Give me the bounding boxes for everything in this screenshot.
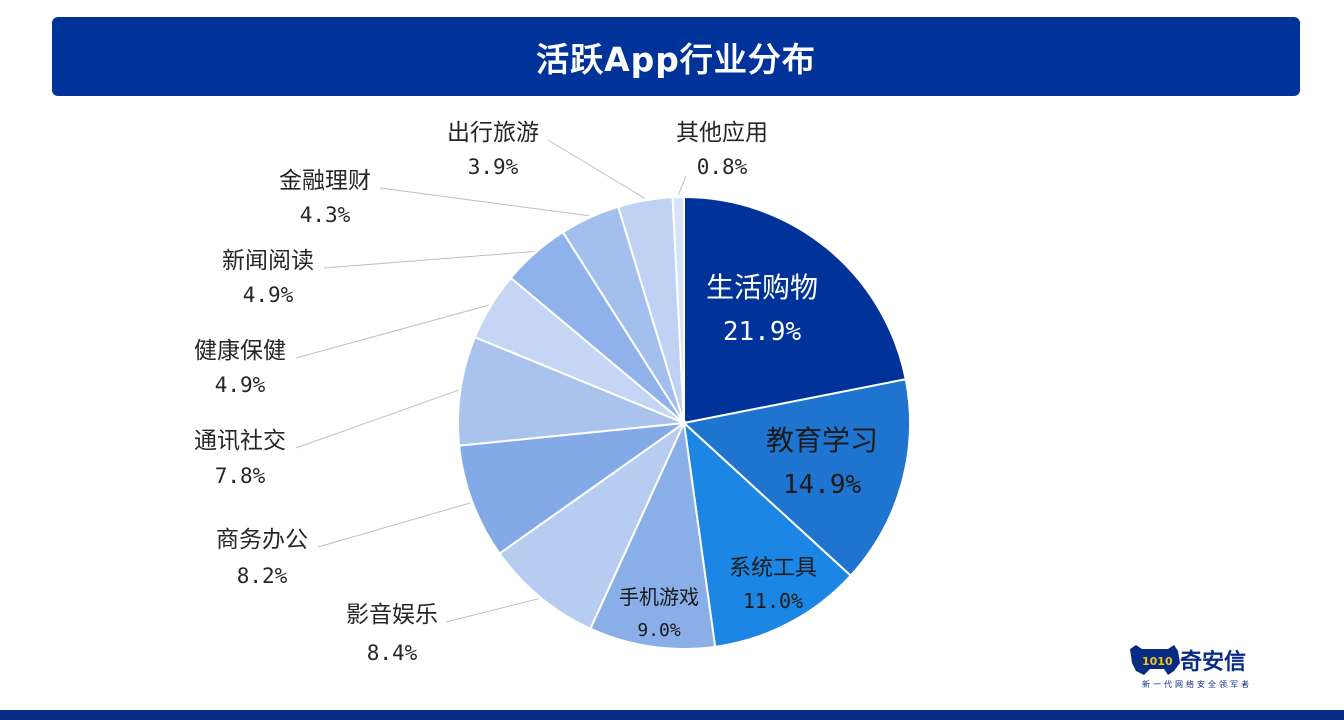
- pie-slice-6: [458, 421, 688, 555]
- leader-line-8: [295, 304, 490, 359]
- footer-bar: [0, 710, 1344, 720]
- pie-slice-1: [683, 195, 907, 425]
- slice-label-11: 出行旅游: [447, 120, 539, 146]
- slice-value-2: 14.9%: [783, 470, 862, 500]
- slice-value-1: 21.9%: [723, 317, 802, 347]
- slice-label-7: 通讯社交: [194, 428, 286, 454]
- slice-label-12: 其他应用: [676, 120, 768, 146]
- slice-value-8: 4.9%: [215, 373, 266, 397]
- logo-mark-text: 1010: [1142, 655, 1173, 668]
- slice-value-7: 7.8%: [215, 464, 266, 488]
- pie-slice-4: [589, 419, 717, 650]
- slice-value-6: 8.2%: [237, 564, 288, 588]
- leader-line-10: [379, 187, 589, 217]
- slice-label-2: 教育学习: [766, 424, 878, 457]
- slice-label-8: 健康保健: [194, 338, 286, 364]
- logo-slogan: 新一代网络安全领军者: [1142, 680, 1252, 689]
- slice-label-4: 手机游戏: [619, 585, 699, 609]
- leader-line-9: [323, 251, 534, 269]
- slice-value-4: 9.0%: [637, 620, 681, 641]
- slice-label-3: 系统工具: [729, 556, 817, 581]
- chart-title: 活跃App行业分布: [536, 39, 816, 79]
- qianxin-logo: 1010 奇安信 新一代网络安全领军者: [1128, 641, 1288, 691]
- tiger-logo-icon: 1010: [1130, 645, 1180, 675]
- pie-slice-2: [681, 378, 911, 578]
- pie-slice-3: [682, 420, 853, 648]
- slice-value-9: 4.9%: [243, 283, 294, 307]
- leader-line-7: [295, 389, 459, 449]
- leader-line-5: [445, 598, 539, 623]
- slice-label-9: 新闻阅读: [222, 248, 314, 274]
- slice-label-5: 影音娱乐: [346, 602, 438, 628]
- pie-slice-5: [498, 420, 687, 631]
- slice-label-10: 金融理财: [279, 168, 371, 194]
- logo-name: 奇安信: [1180, 650, 1247, 675]
- slice-value-10: 4.3%: [300, 203, 351, 227]
- slice-value-5: 8.4%: [367, 641, 418, 665]
- slice-value-3: 11.0%: [743, 589, 803, 613]
- pie-slice-7: [457, 335, 685, 447]
- title-banner: 活跃App行业分布: [52, 17, 1300, 96]
- slice-label-6: 商务办公: [216, 527, 308, 553]
- leader-line-11: [547, 139, 646, 199]
- pie-slice-12: [671, 195, 685, 424]
- slice-value-11: 3.9%: [468, 155, 519, 179]
- slice-label-1: 生活购物: [706, 271, 818, 304]
- slice-value-12: 0.8%: [697, 155, 748, 179]
- leader-line-6: [317, 502, 471, 548]
- leader-line-12: [677, 175, 687, 196]
